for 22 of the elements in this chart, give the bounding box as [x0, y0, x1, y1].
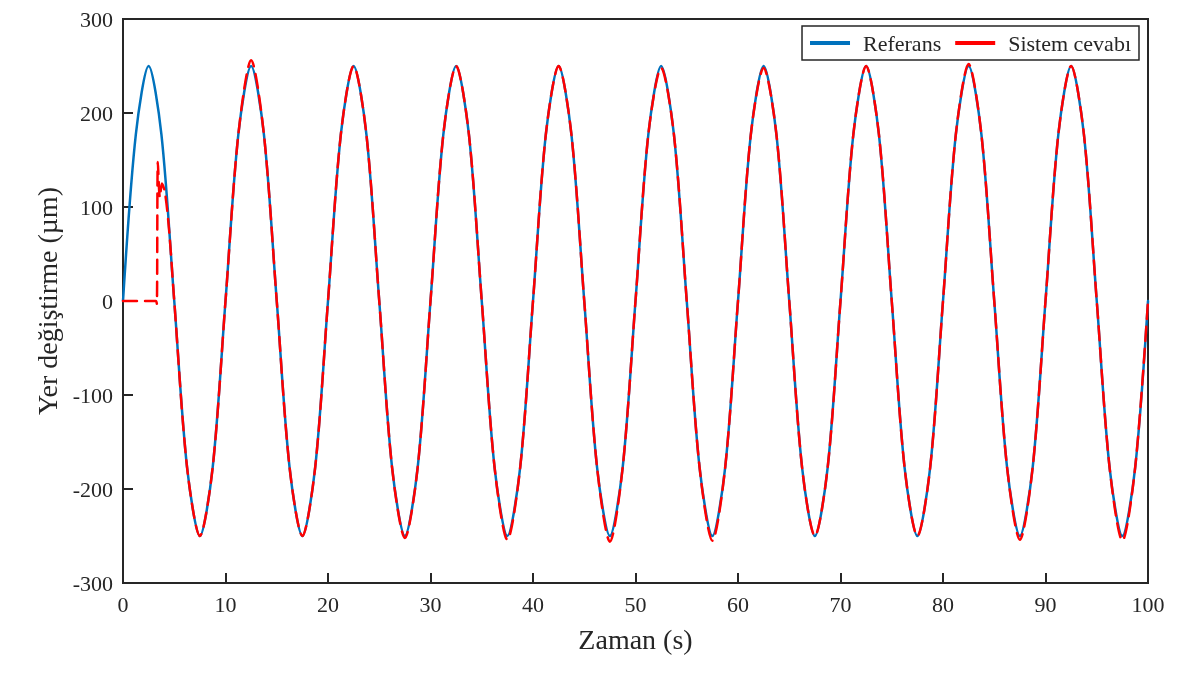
- x-tick-label: 100: [1131, 591, 1165, 617]
- legend-label: Sistem cevabı: [1008, 30, 1132, 56]
- y-tick-label: 300: [80, 6, 113, 32]
- x-tick-label: 80: [932, 591, 954, 617]
- x-axis-title: Zaman (s): [578, 623, 693, 655]
- x-tick-label: 10: [214, 591, 237, 617]
- y-tick-label: 0: [102, 288, 113, 314]
- y-tick-label: -300: [72, 570, 113, 596]
- x-tick-label: 60: [727, 591, 749, 617]
- x-tick-label: 90: [1034, 591, 1057, 617]
- x-tick-label: 50: [624, 591, 647, 617]
- x-tick-label: 0: [117, 591, 129, 617]
- legend-label: Referans: [863, 30, 942, 56]
- x-tick-label: 40: [522, 591, 544, 617]
- x-tick-label: 70: [829, 591, 852, 617]
- y-axis-title: Yer değiştirme (µm): [31, 187, 63, 415]
- y-tick-label: -200: [72, 476, 113, 502]
- x-tick-label: 20: [317, 591, 339, 617]
- x-tick-label: 30: [419, 591, 442, 617]
- y-tick-label: 100: [80, 194, 113, 220]
- y-tick-label: -100: [72, 382, 113, 408]
- y-tick-label: 200: [80, 100, 113, 126]
